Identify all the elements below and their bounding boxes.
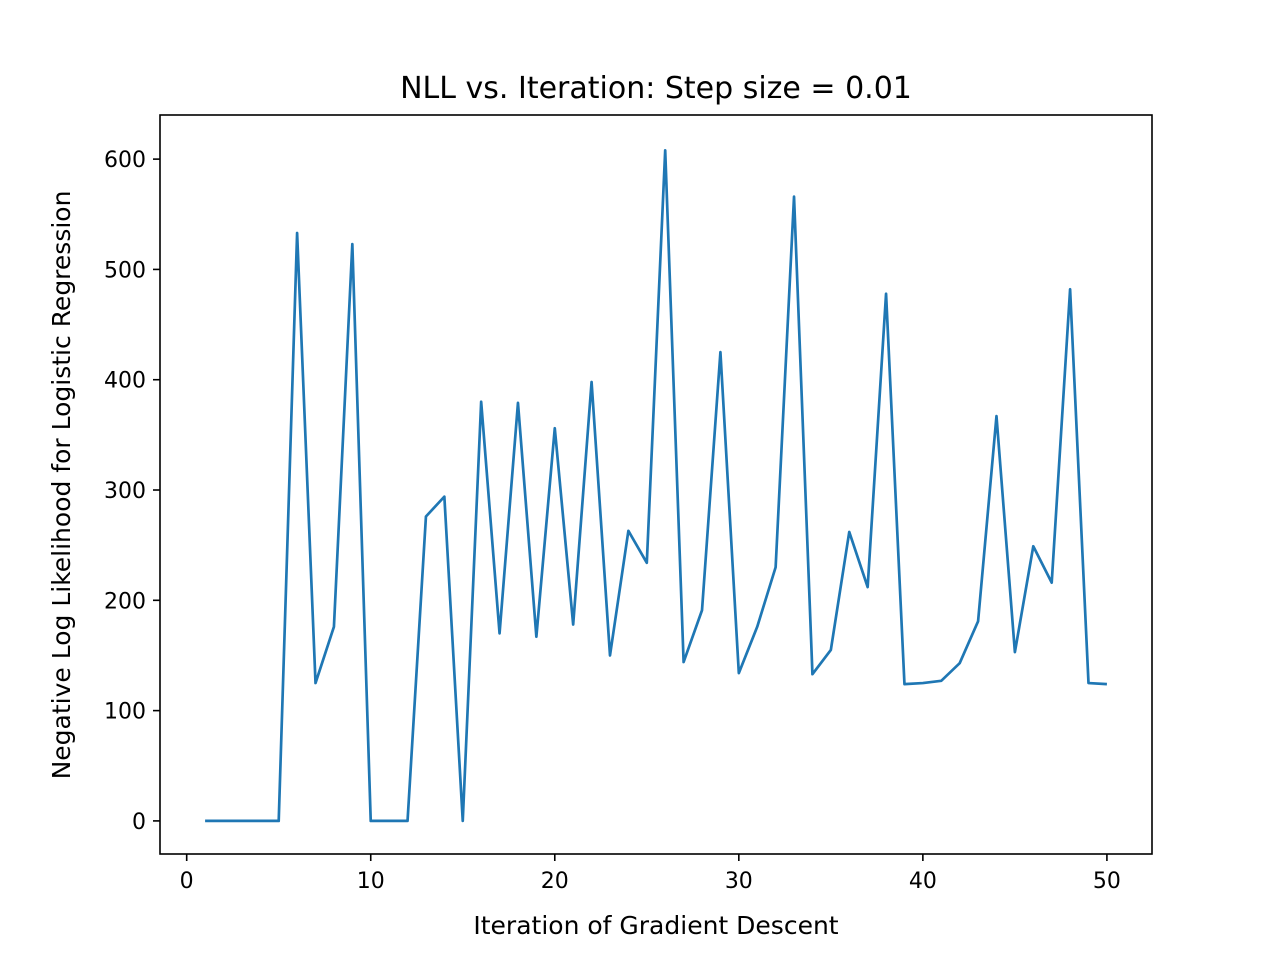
y-tick-label: 300	[104, 479, 146, 504]
y-axis: 0 100 200 300 400 500 600	[104, 148, 160, 835]
y-tick-label: 100	[104, 700, 146, 725]
series-line-nll	[205, 148, 1107, 823]
x-tick-label: 30	[725, 869, 753, 894]
x-axis-label: Iteration of Gradient Descent	[473, 911, 838, 940]
y-tick-label: 600	[104, 148, 146, 173]
plot-area	[159, 114, 1153, 855]
y-tick-label: 500	[104, 258, 146, 283]
y-axis-label: Negative Log Likelihood for Logistic Reg…	[47, 191, 76, 780]
x-tick-label: 40	[909, 869, 937, 894]
y-tick-label: 0	[132, 810, 146, 835]
chart-title: NLL vs. Iteration: Step size = 0.01	[400, 71, 912, 106]
x-tick-label: 0	[180, 869, 194, 894]
x-tick-label: 50	[1093, 869, 1121, 894]
x-axis: 0 10 20 30 40 50	[180, 854, 1121, 894]
axes-frame	[159, 114, 1153, 855]
x-tick-label: 20	[541, 869, 569, 894]
x-tick-label: 10	[357, 869, 385, 894]
y-tick-label: 400	[104, 369, 146, 394]
y-tick-label: 200	[104, 589, 146, 614]
